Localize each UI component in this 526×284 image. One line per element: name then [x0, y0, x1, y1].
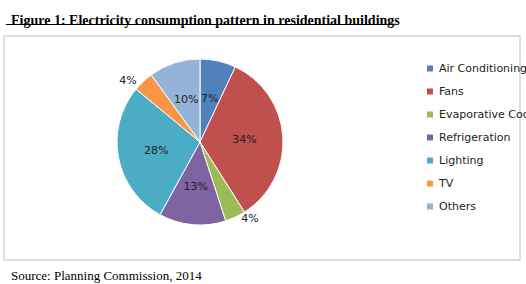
svg-text:7%: 7% [201, 92, 218, 105]
svg-text:Refrigeration: Refrigeration [439, 131, 510, 144]
svg-text:Lighting: Lighting [439, 154, 483, 167]
svg-text:Figure 1: Electricity consumpt: Figure 1: Electricity consumption patter… [11, 13, 400, 28]
svg-text:Evaporative Cooler: Evaporative Cooler [439, 108, 526, 121]
svg-text:4%: 4% [241, 212, 258, 225]
svg-text:Fans: Fans [439, 85, 464, 98]
svg-text:13%: 13% [184, 180, 208, 193]
svg-text:Air Conditioning: Air Conditioning [439, 62, 526, 75]
svg-text:TV: TV [438, 177, 454, 190]
svg-text:4%: 4% [119, 74, 136, 87]
svg-text:Source: Planning Commission, 2: Source: Planning Commission, 2014 [11, 268, 202, 283]
svg-text:Others: Others [439, 200, 476, 213]
svg-text:28%: 28% [144, 144, 168, 157]
svg-text:34%: 34% [232, 133, 256, 146]
svg-text:10%: 10% [174, 93, 198, 106]
